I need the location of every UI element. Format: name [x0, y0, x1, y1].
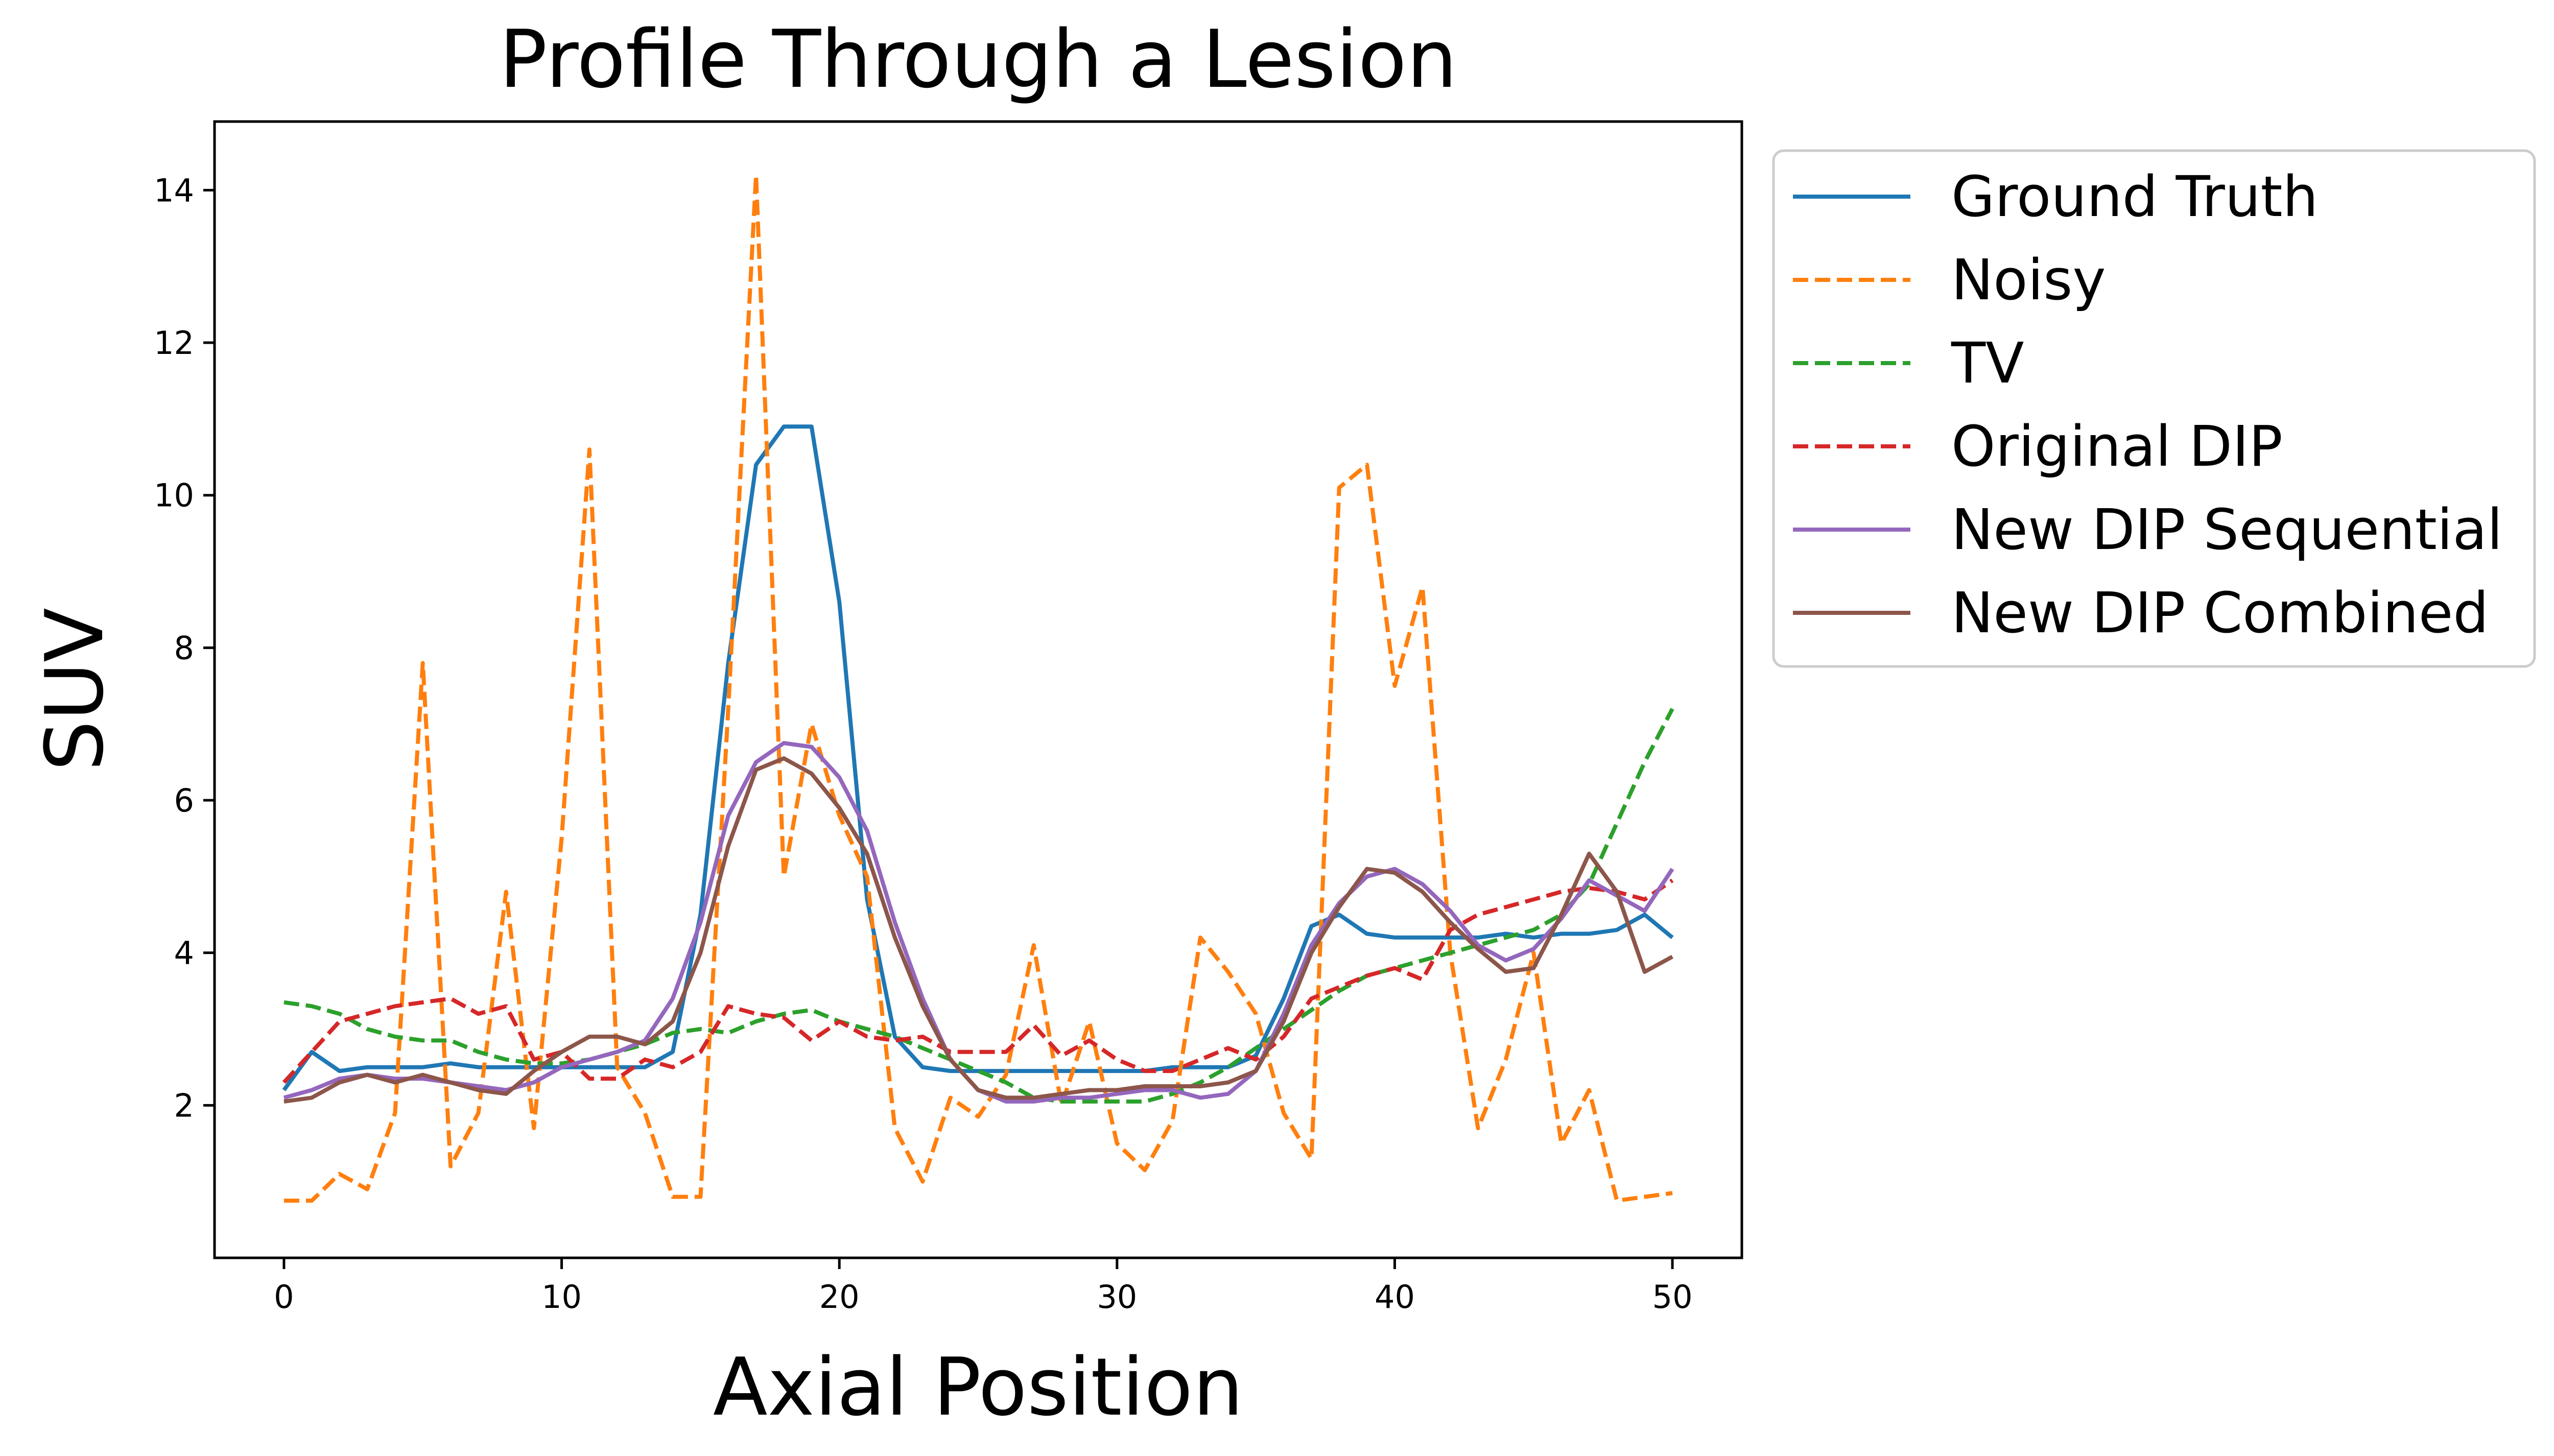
y-tick-label: 4 — [174, 935, 194, 972]
chart-title: Profile Through a Lesion — [499, 13, 1457, 106]
x-axis-ticks: 0 10 20 30 40 50 — [274, 1258, 1693, 1316]
legend-frame — [1772, 149, 2536, 668]
plot-area: 0 10 20 30 40 50 2 4 6 8 10 12 14 — [154, 120, 1743, 1316]
legend-label-new-dip-combined: New DIP Combined — [1951, 580, 2489, 646]
series-line-new-dip-combined — [283, 756, 1674, 1104]
legend-label-tv: TV — [1951, 330, 2024, 396]
legend-label-ground-truth: Ground Truth — [1951, 164, 2318, 229]
plot-frame — [213, 120, 1743, 1259]
series-line-noisy — [283, 173, 1673, 1203]
y-axis-ticks: 2 4 6 8 10 12 14 — [154, 172, 215, 1124]
x-tick-label: 20 — [819, 1278, 860, 1316]
legend-label-original-dip: Original DIP — [1951, 414, 2283, 479]
x-tick-label: 10 — [541, 1278, 582, 1316]
x-tick-label: 50 — [1652, 1278, 1693, 1316]
series-line-ground-truth — [282, 424, 1674, 1091]
x-axis-label: Axial Position — [713, 1341, 1243, 1434]
legend-label-new-dip-sequential: New DIP Sequential — [1951, 497, 2502, 562]
series-line-tv — [283, 707, 1674, 1104]
y-tick-label: 12 — [154, 324, 194, 362]
legend-label-noisy: Noisy — [1951, 247, 2106, 313]
legend-items: Ground Truth Noisy TV Original DIP New DIP S… — [1793, 164, 2502, 646]
y-tick-label: 2 — [174, 1087, 194, 1124]
y-axis-label: SUV — [28, 608, 121, 771]
series-lines — [282, 173, 1674, 1203]
x-tick-label: 30 — [1097, 1278, 1137, 1316]
y-tick-label: 6 — [174, 782, 194, 819]
x-tick-label: 40 — [1375, 1278, 1415, 1316]
legend: Ground Truth Noisy TV Original DIP New DIP S… — [1772, 149, 2536, 668]
series-line-original-dip — [282, 878, 1674, 1084]
y-tick-label: 14 — [154, 172, 194, 209]
y-tick-label: 8 — [174, 629, 194, 666]
y-tick-label: 10 — [154, 477, 194, 514]
x-tick-label: 0 — [274, 1278, 294, 1316]
